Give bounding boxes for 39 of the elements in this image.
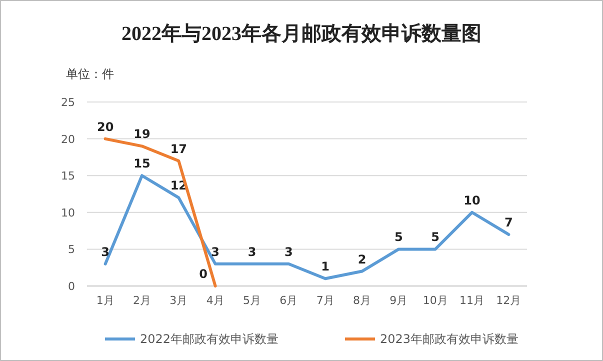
data-label: 20	[96, 120, 114, 134]
data-label: 2	[358, 252, 366, 266]
data-label: 3	[211, 244, 220, 259]
data-label: 10	[464, 193, 480, 208]
x-tick-label: 2月	[133, 294, 151, 307]
x-tick-label: 6月	[280, 294, 298, 307]
line-series	[104, 137, 217, 288]
y-tick-label: 0	[68, 280, 75, 293]
x-tick-label: 4月	[206, 294, 224, 307]
data-label: 15	[134, 156, 150, 171]
data-label: 3	[248, 244, 256, 259]
x-tick-label: 12月	[496, 294, 522, 307]
text: 单位：件	[66, 67, 114, 81]
data-label: 0	[199, 267, 208, 281]
data-label: 5	[394, 230, 403, 244]
x-tick-label: 1月	[96, 294, 114, 307]
data-label: 7	[504, 215, 513, 230]
data-label: 5	[431, 230, 440, 244]
data-label: 3	[284, 244, 293, 259]
legend-label: 2023年邮政有效申诉数量	[380, 332, 519, 346]
data-label: 3	[101, 244, 110, 259]
x-tick-label: 3月	[170, 294, 188, 307]
x-tick-label: 11月	[460, 294, 484, 307]
y-tick-label: 10	[61, 206, 75, 220]
data-label: 1	[321, 260, 330, 274]
chart-title: 2022年与2023年各月邮政有效申诉数量图	[122, 22, 482, 45]
data-label: 19	[134, 127, 150, 142]
y-tick-label: 20	[61, 132, 75, 146]
x-tick-label: 8月	[353, 294, 371, 307]
x-tick-label: 9月	[390, 294, 408, 307]
x-tick-label: 7月	[316, 294, 334, 307]
legend-label: 2022年邮政有效申诉数量	[140, 332, 279, 346]
y-tick-label: 25	[61, 96, 75, 109]
y-tick-label: 15	[61, 170, 75, 183]
line-series	[104, 174, 510, 280]
y-tick-label: 5	[68, 243, 75, 256]
x-tick-label: 10月	[422, 294, 448, 307]
data-label: 17	[170, 142, 188, 156]
x-tick-label: 5月	[243, 294, 261, 307]
